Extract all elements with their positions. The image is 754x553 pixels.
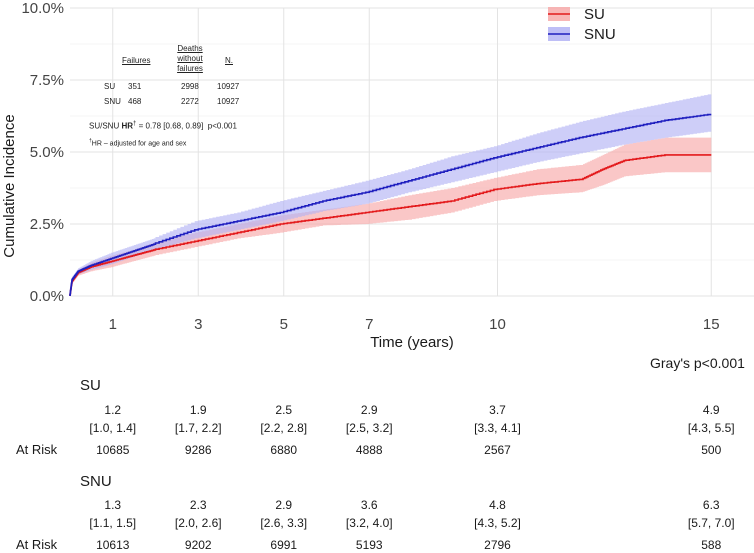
risk-ci: [4.3, 5.2] — [474, 516, 521, 530]
series-line-su — [69, 154, 712, 296]
grays-p-value: Gray's p<0.001 — [650, 355, 745, 371]
hr-prefix: SU/SNU — [89, 121, 120, 131]
row-su-group: SU — [104, 82, 116, 91]
risk-ci: [2.2, 2.8] — [260, 421, 308, 435]
risk-ci: [1.1, 1.5] — [89, 516, 137, 530]
legend-label-su: SU — [584, 6, 605, 23]
hr-footnote: †HR – adjusted for age and sex — [89, 138, 186, 147]
y-tick-label: 0.0% — [30, 288, 64, 305]
row-snu-group: SNU — [104, 97, 121, 106]
risk-estimate: 6.3 — [702, 498, 720, 512]
y-tick-label: 7.5% — [30, 72, 64, 89]
risk-ci: [5.7, 7.0] — [687, 516, 735, 530]
x-axis: 1 3 5 7 10 15 — [109, 316, 720, 333]
y-tick-label: 2.5% — [30, 216, 64, 233]
at-risk-label: At Risk — [16, 537, 58, 552]
header-failures: Failures — [122, 56, 151, 65]
at-risk-count: 10685 — [96, 443, 130, 457]
x-tick-label: 15 — [703, 316, 720, 333]
x-tick-label: 10 — [489, 316, 506, 333]
hazard-ratio: SU/SNU HR† = 0.78 [0.68, 0.89] p<0.001 — [89, 121, 237, 131]
risk-estimate: 2.9 — [275, 498, 293, 512]
hr-value: = 0.78 [0.68, 0.89] — [138, 121, 204, 131]
row-su-deaths: 2998 — [181, 82, 199, 91]
risk-ci: [2.6, 3.3] — [260, 516, 308, 530]
risk-table-su-title: SU — [80, 377, 101, 394]
row-snu-n: 10927 — [217, 97, 240, 106]
row-snu-deaths: 2272 — [181, 97, 199, 106]
risk-estimate: 1.9 — [189, 403, 207, 417]
y-axis: 0.0% 2.5% 5.0% 7.5% 10.0% — [21, 0, 64, 305]
risk-ci: [1.7, 2.2] — [174, 421, 222, 435]
cumulative-incidence-chart: 0.0% 2.5% 5.0% 7.5% 10.0% 1 3 5 7 10 15 SU SNU Cum… — [1, 0, 754, 351]
legend-label-snu: SNU — [584, 26, 616, 43]
risk-ci: [2.0, 2.6] — [174, 516, 222, 530]
series-line-snu — [69, 113, 712, 296]
hr-label: HR — [121, 121, 134, 131]
footnote-text: HR – adjusted for age and sex — [91, 140, 187, 148]
x-axis-label: Time (years) — [370, 334, 454, 351]
risk-estimate: 1.3 — [104, 498, 122, 512]
at-risk-label: At Risk — [16, 442, 58, 457]
x-tick-label: 3 — [194, 316, 202, 333]
series-lines — [69, 113, 712, 296]
at-risk-count: 2796 — [484, 538, 511, 552]
risk-ci: [4.3, 5.5] — [687, 421, 735, 435]
x-tick-label: 7 — [365, 316, 373, 333]
x-tick-label: 5 — [280, 316, 288, 333]
row-su-n: 10927 — [217, 82, 240, 91]
footnote-dagger: † — [89, 138, 92, 144]
y-axis-label: Cumulative Incidence — [1, 114, 18, 257]
row-snu-failures: 468 — [128, 97, 142, 106]
risk-table-snu-title: SNU — [80, 473, 112, 490]
risk-estimate: 2.3 — [189, 498, 207, 512]
at-risk-count: 5193 — [355, 538, 383, 552]
risk-estimate: 4.9 — [702, 403, 720, 417]
at-risk-count: 9286 — [184, 443, 212, 457]
y-tick-label: 5.0% — [30, 144, 64, 161]
header-n: N. — [225, 56, 233, 65]
row-su-failures: 351 — [128, 82, 142, 91]
x-tick-label: 1 — [109, 316, 117, 333]
risk-estimate: 1.2 — [104, 403, 122, 417]
hr-dagger: † — [133, 121, 137, 127]
hr-p: p<0.001 — [207, 121, 237, 131]
risk-estimate: 4.8 — [489, 498, 506, 512]
legend: SU SNU — [548, 6, 616, 43]
risk-ci: [2.5, 3.2] — [345, 421, 393, 435]
at-risk-count: 588 — [701, 538, 722, 552]
risk-ci: [3.2, 4.0] — [345, 516, 393, 530]
summary-table: Failures Deaths without failures N. SU 3… — [86, 42, 276, 152]
header-deaths: Deaths without failures — [177, 44, 203, 73]
risk-estimate: 3.7 — [489, 403, 506, 417]
risk-estimate: 3.6 — [360, 498, 378, 512]
y-tick-label: 10.0% — [21, 0, 64, 17]
risk-ci: [3.3, 4.1] — [474, 421, 521, 435]
at-risk-count: 500 — [701, 443, 722, 457]
at-risk-count: 6880 — [270, 443, 298, 457]
at-risk-count: 2567 — [484, 443, 511, 457]
risk-estimate: 2.9 — [360, 403, 378, 417]
ci-band-su — [70, 137, 712, 296]
risk-ci: [1.0, 1.4] — [89, 421, 137, 435]
risk-estimate: 2.5 — [275, 403, 293, 417]
at-risk-count: 4888 — [355, 443, 383, 457]
